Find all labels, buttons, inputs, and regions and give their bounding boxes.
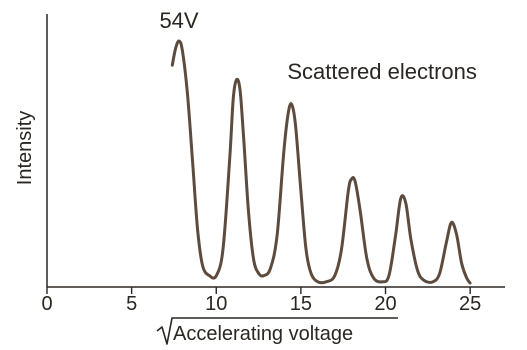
x-ticks: 0 5 10 15 20 25 xyxy=(41,287,481,315)
intensity-curve xyxy=(170,39,472,285)
radical-sign xyxy=(156,317,398,345)
curve-annotation: Scattered electrons xyxy=(287,59,477,84)
y-axis-label: Intensity xyxy=(14,111,36,185)
x-tick-label: 25 xyxy=(459,293,481,315)
plot-area xyxy=(170,39,472,285)
x-tick-label: 10 xyxy=(205,293,227,315)
annotations: 54V Scattered electrons xyxy=(159,8,476,84)
peak-annotation: 54V xyxy=(159,8,198,33)
x-axis-label: Accelerating voltage xyxy=(173,323,353,345)
axes xyxy=(46,14,505,288)
x-tick-label: 15 xyxy=(290,293,312,315)
x-tick-label: 0 xyxy=(41,293,52,315)
x-tick-label: 20 xyxy=(374,293,396,315)
x-axis-label-group: Accelerating voltage xyxy=(156,317,398,345)
x-tick-label: 5 xyxy=(126,293,137,315)
